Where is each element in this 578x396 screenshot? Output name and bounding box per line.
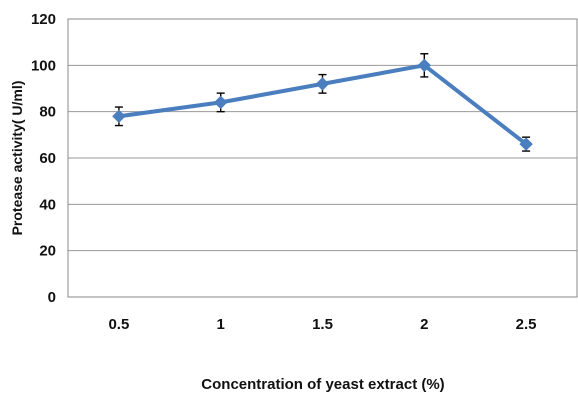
- x-tick-label: 1.5: [312, 316, 333, 333]
- x-tick-label: 0.5: [108, 316, 129, 333]
- y-axis-ticks: 0 20 40 60 80 100 120: [31, 11, 56, 306]
- y-tick-label: 40: [39, 196, 56, 213]
- y-tick-label: 80: [39, 104, 56, 121]
- y-tick-label: 20: [39, 243, 56, 260]
- y-tick-label: 100: [31, 57, 56, 74]
- x-tick-label: 2: [420, 316, 428, 333]
- gridlines: [68, 19, 577, 297]
- series-layer: [113, 54, 532, 151]
- y-tick-label: 120: [31, 11, 56, 28]
- x-tick-label: 2.5: [516, 316, 537, 333]
- y-axis-title: Protease activity( U/ml): [9, 81, 25, 236]
- x-axis-ticks: 0.5 1 1.5 2 2.5: [108, 316, 536, 333]
- y-tick-label: 60: [39, 150, 56, 167]
- data-point: [317, 78, 329, 90]
- x-tick-label: 1: [217, 316, 225, 333]
- y-tick-label: 0: [48, 289, 56, 306]
- x-axis-title: Concentration of yeast extract (%): [201, 376, 444, 393]
- data-point: [215, 96, 227, 108]
